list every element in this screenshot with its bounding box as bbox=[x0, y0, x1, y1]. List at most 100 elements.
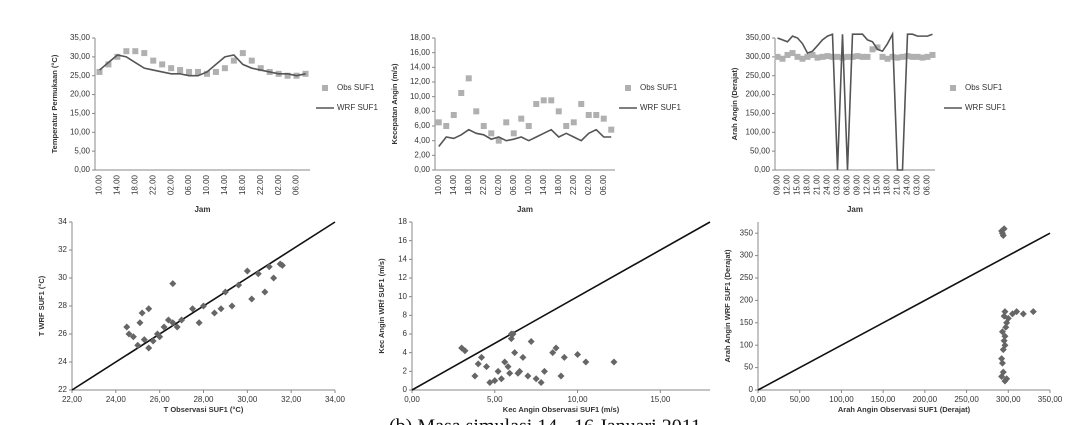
marker bbox=[884, 55, 891, 62]
x-tick-label: 24.00 bbox=[823, 174, 832, 195]
x-tick-label: 22.00 bbox=[569, 174, 578, 195]
y-tick-label: 30 bbox=[58, 273, 67, 282]
point bbox=[178, 316, 186, 324]
point bbox=[519, 353, 527, 361]
x-tick-label: 02.00 bbox=[166, 174, 175, 195]
legend-label: Obs SUF1 bbox=[337, 83, 375, 92]
x-tick-label: 15.00 bbox=[873, 174, 882, 195]
marker bbox=[909, 53, 916, 60]
y-tick-label: 100,00 bbox=[746, 127, 771, 136]
x-tick-label: 06.00 bbox=[184, 174, 193, 195]
x-tick-label: 150,00 bbox=[871, 395, 896, 404]
point bbox=[999, 368, 1007, 376]
marker bbox=[96, 68, 103, 75]
marker bbox=[794, 53, 801, 60]
marker bbox=[503, 119, 510, 126]
y-tick-label: 24 bbox=[58, 357, 67, 366]
point bbox=[461, 347, 469, 355]
x-tick-label: 21.00 bbox=[893, 174, 902, 195]
y-tick-label: 26 bbox=[58, 329, 67, 338]
y-tick-label: 250 bbox=[740, 273, 754, 282]
marker bbox=[824, 53, 831, 60]
caption: (b) Masa simulasi 14 - 16 Januari 2011 bbox=[389, 416, 701, 425]
y-tick-label: 16,00 bbox=[410, 48, 431, 57]
point bbox=[1002, 323, 1010, 331]
y-tick-label: 15,00 bbox=[70, 109, 91, 118]
point bbox=[243, 267, 251, 275]
point bbox=[278, 261, 286, 269]
point bbox=[1000, 337, 1008, 345]
x-tick-label: 02.00 bbox=[584, 174, 593, 195]
marker bbox=[510, 130, 517, 137]
x-tick-label: 09.00 bbox=[773, 174, 782, 195]
y-tick-label: 28 bbox=[58, 301, 67, 310]
point bbox=[506, 369, 514, 377]
point bbox=[270, 274, 278, 282]
point bbox=[149, 337, 157, 345]
marker bbox=[849, 53, 856, 60]
x-tick-label: 0,00 bbox=[404, 395, 420, 404]
y-tick-label: 0,00 bbox=[74, 165, 90, 174]
identity-line bbox=[757, 232, 1051, 391]
point bbox=[1019, 310, 1027, 318]
identity-line bbox=[411, 221, 711, 391]
marker bbox=[799, 55, 806, 62]
marker bbox=[864, 53, 871, 60]
legend-label: Obs SUF1 bbox=[965, 83, 1003, 92]
y-tick-label: 32 bbox=[58, 245, 67, 254]
marker bbox=[879, 53, 886, 60]
x-tick-label: 18.00 bbox=[238, 174, 247, 195]
x-axis-title: Kec Angin Observasi SUF1 (m/s) bbox=[503, 405, 620, 414]
x-tick-label: 06.00 bbox=[292, 174, 301, 195]
y-tick-label: 35,00 bbox=[70, 33, 91, 42]
x-tick-label: 03.00 bbox=[833, 174, 842, 195]
x-tick-label: 10.00 bbox=[524, 174, 533, 195]
marker bbox=[540, 97, 547, 104]
marker bbox=[480, 123, 487, 129]
marker bbox=[518, 115, 525, 122]
point bbox=[532, 375, 540, 383]
marker bbox=[473, 108, 480, 115]
marker bbox=[779, 55, 786, 62]
x-tick-label: 22,00 bbox=[62, 395, 83, 404]
legend-marker bbox=[950, 85, 956, 91]
y-tick-label: 150,00 bbox=[746, 109, 771, 118]
y-tick-label: 12,00 bbox=[410, 77, 431, 86]
x-tick-label: 14.00 bbox=[113, 174, 122, 195]
y-tick-label: 30,00 bbox=[70, 52, 91, 61]
marker bbox=[889, 53, 896, 60]
y-tick-label: 150 bbox=[740, 318, 754, 327]
x-tick-label: 15.00 bbox=[793, 174, 802, 195]
point bbox=[169, 319, 177, 327]
x-axis-title: Jam bbox=[517, 205, 533, 214]
point bbox=[1001, 341, 1009, 349]
y-tick-label: 8,00 bbox=[414, 106, 430, 115]
marker bbox=[600, 115, 607, 122]
x-tick-label: 34,00 bbox=[325, 395, 346, 404]
marker bbox=[443, 123, 450, 129]
point bbox=[210, 309, 218, 317]
point bbox=[123, 323, 131, 331]
point bbox=[524, 372, 532, 380]
point bbox=[221, 288, 229, 296]
x-tick-label: 30,00 bbox=[237, 395, 258, 404]
y-tick-label: 6,00 bbox=[414, 121, 430, 130]
x-tick-label: 24.00 bbox=[903, 174, 912, 195]
point bbox=[998, 355, 1006, 363]
marker bbox=[525, 123, 532, 129]
series-line bbox=[777, 31, 933, 171]
point bbox=[145, 344, 153, 352]
marker bbox=[593, 112, 600, 118]
marker bbox=[854, 53, 861, 60]
marker bbox=[563, 123, 570, 129]
point bbox=[527, 337, 535, 345]
x-tick-label: 200,00 bbox=[913, 395, 938, 404]
point bbox=[478, 353, 486, 361]
y-axis-title: Arah Angin (Derajat) bbox=[730, 67, 739, 140]
y-tick-label: 0 bbox=[403, 385, 408, 394]
marker bbox=[555, 108, 562, 115]
marker bbox=[458, 90, 465, 96]
y-tick-label: 10,00 bbox=[410, 92, 431, 101]
legend-marker bbox=[625, 85, 631, 91]
marker bbox=[809, 51, 816, 58]
